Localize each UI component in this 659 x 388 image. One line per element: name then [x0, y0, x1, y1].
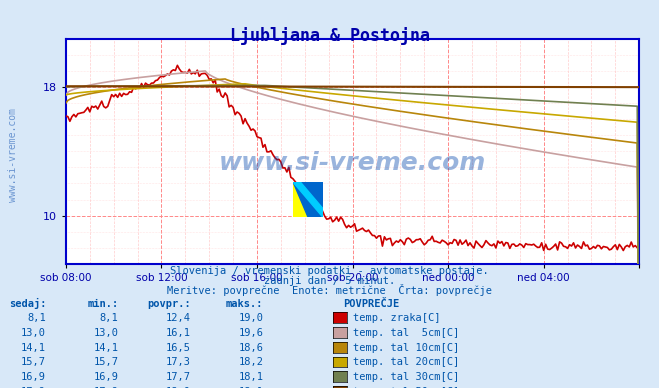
Text: 17,9: 17,9	[94, 387, 119, 388]
Text: temp. zraka[C]: temp. zraka[C]	[353, 313, 440, 323]
Text: maks.:: maks.:	[226, 298, 264, 308]
Text: 8,1: 8,1	[28, 313, 46, 323]
Text: 15,7: 15,7	[94, 357, 119, 367]
Text: min.:: min.:	[88, 298, 119, 308]
Bar	[293, 182, 308, 217]
Text: 16,9: 16,9	[94, 372, 119, 382]
Text: www.si-vreme.com: www.si-vreme.com	[8, 108, 18, 202]
Text: 15,7: 15,7	[21, 357, 46, 367]
Text: 19,6: 19,6	[239, 328, 264, 338]
Text: temp. tal 10cm[C]: temp. tal 10cm[C]	[353, 343, 459, 353]
Text: 19,0: 19,0	[239, 313, 264, 323]
Polygon shape	[293, 182, 323, 217]
Text: 12,4: 12,4	[166, 313, 191, 323]
Text: POVPREČJE: POVPREČJE	[343, 298, 399, 308]
Text: zadnji dan / 5 minut.: zadnji dan / 5 minut.	[264, 276, 395, 286]
Text: www.si-vreme.com: www.si-vreme.com	[219, 151, 486, 175]
Text: Ljubljana & Postojna: Ljubljana & Postojna	[229, 27, 430, 45]
Bar	[308, 200, 323, 217]
Text: 18,1: 18,1	[239, 372, 264, 382]
Polygon shape	[293, 182, 323, 217]
Text: 14,1: 14,1	[21, 343, 46, 353]
Text: 18,2: 18,2	[239, 357, 264, 367]
Text: 18,1: 18,1	[239, 387, 264, 388]
Text: 13,0: 13,0	[21, 328, 46, 338]
Text: 17,7: 17,7	[166, 372, 191, 382]
Text: temp. tal 20cm[C]: temp. tal 20cm[C]	[353, 357, 459, 367]
Text: 17,3: 17,3	[166, 357, 191, 367]
Text: 8,1: 8,1	[100, 313, 119, 323]
Text: 18,0: 18,0	[166, 387, 191, 388]
Text: 16,1: 16,1	[166, 328, 191, 338]
Text: temp. tal 50cm[C]: temp. tal 50cm[C]	[353, 387, 459, 388]
Text: 16,9: 16,9	[21, 372, 46, 382]
Text: Slovenija / vremenski podatki - avtomatske postaje.: Slovenija / vremenski podatki - avtomats…	[170, 265, 489, 275]
Text: temp. tal 30cm[C]: temp. tal 30cm[C]	[353, 372, 459, 382]
Text: 17,9: 17,9	[21, 387, 46, 388]
Text: povpr.:: povpr.:	[148, 298, 191, 308]
Text: 18,6: 18,6	[239, 343, 264, 353]
Text: sedaj:: sedaj:	[9, 298, 46, 308]
Text: 13,0: 13,0	[94, 328, 119, 338]
Text: Meritve: povprečne  Enote: metrične  Črta: povprečje: Meritve: povprečne Enote: metrične Črta:…	[167, 284, 492, 296]
Text: 14,1: 14,1	[94, 343, 119, 353]
Text: temp. tal  5cm[C]: temp. tal 5cm[C]	[353, 328, 459, 338]
Bar	[308, 182, 323, 200]
Text: 16,5: 16,5	[166, 343, 191, 353]
